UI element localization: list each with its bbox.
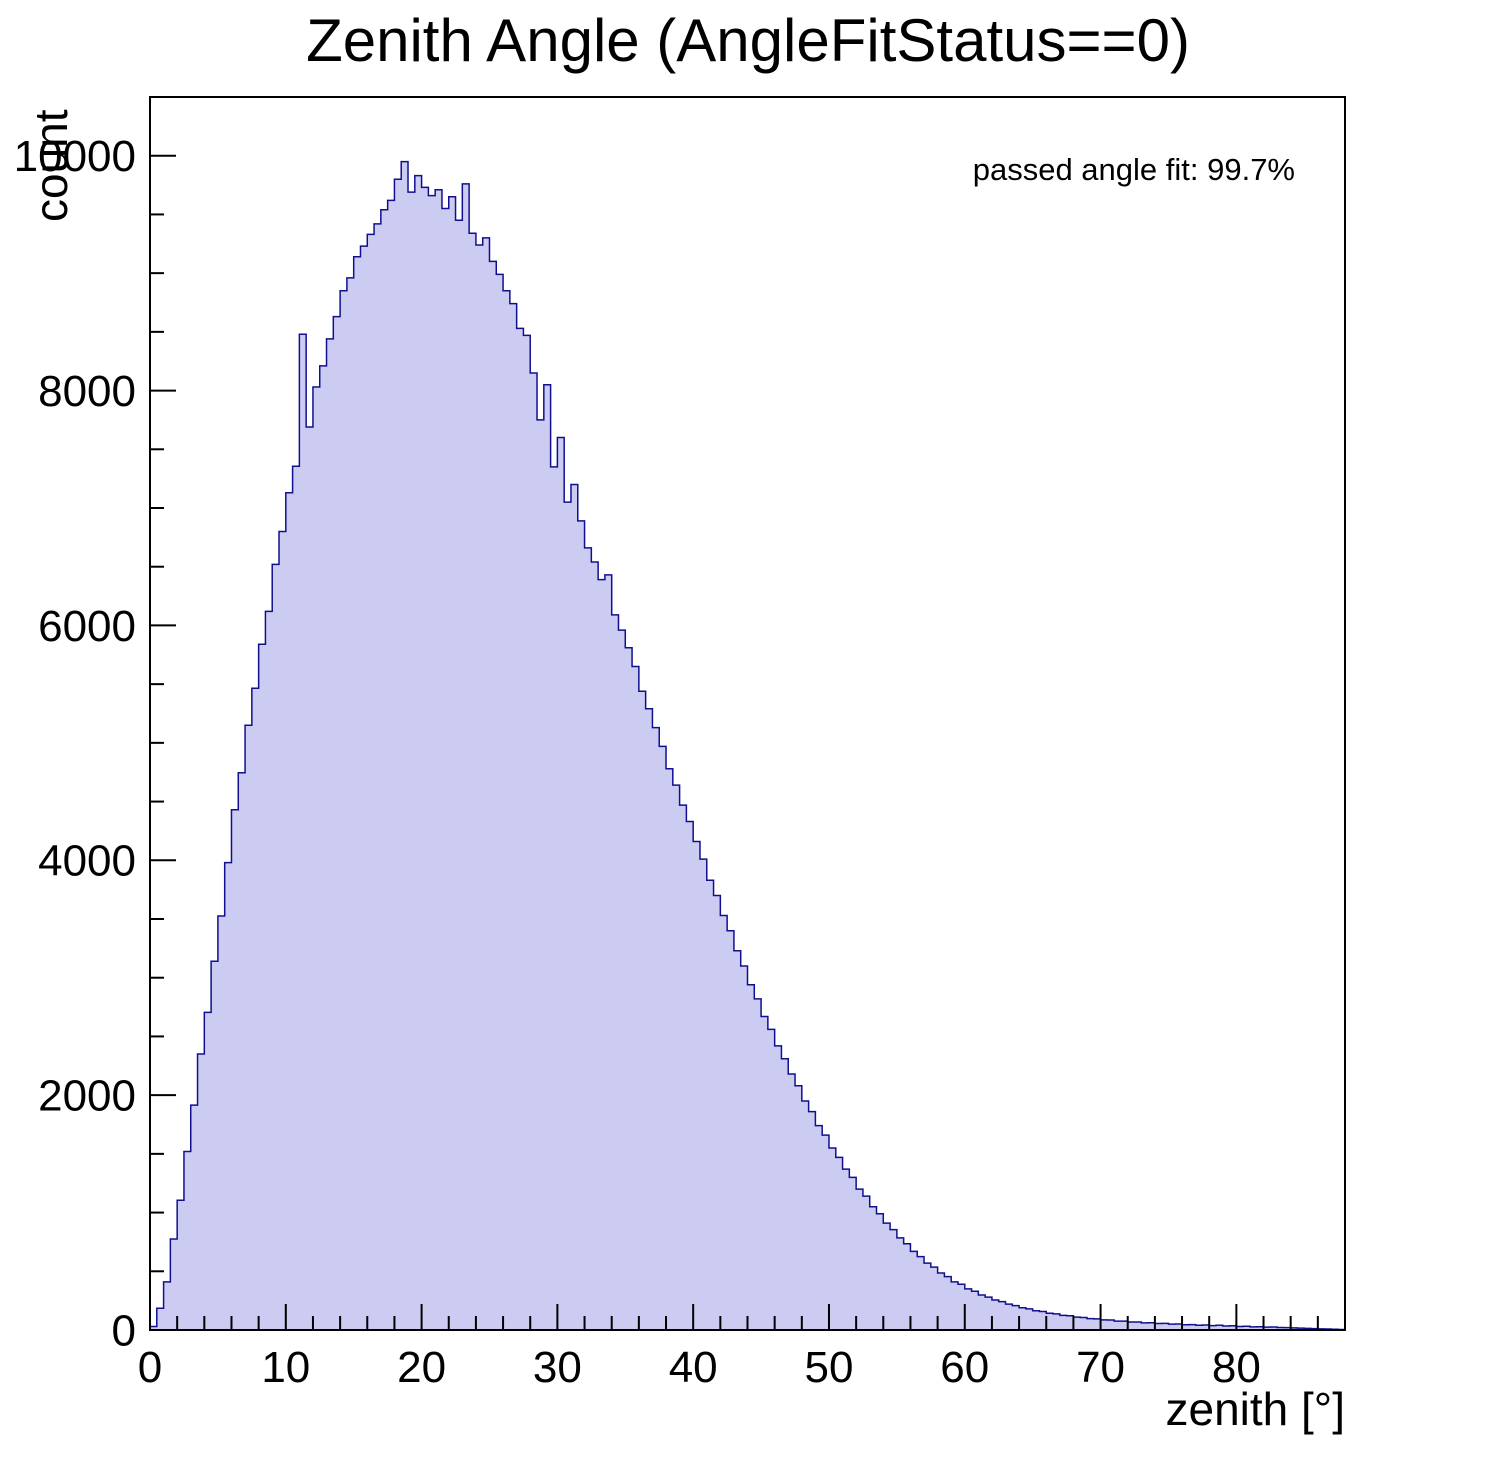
x-tick-label: 0 xyxy=(138,1343,162,1392)
x-tick-label: 30 xyxy=(533,1343,582,1392)
y-tick-label: 2000 xyxy=(38,1072,136,1121)
x-axis-label: zenith [°] xyxy=(1165,1383,1346,1435)
annotation-passed-angle-fit: passed angle fit: 99.7% xyxy=(972,152,1295,187)
x-tick-label: 80 xyxy=(1212,1343,1261,1392)
histogram-series xyxy=(149,160,1346,1331)
x-tick-label: 10 xyxy=(261,1343,310,1392)
x-tick-label: 70 xyxy=(1076,1343,1125,1392)
y-tick-label: 10000 xyxy=(14,132,136,181)
x-tick-label: 50 xyxy=(805,1343,854,1392)
y-tick-label: 8000 xyxy=(38,367,136,416)
x-tick-label: 20 xyxy=(397,1343,446,1392)
x-tick-label: 60 xyxy=(940,1343,989,1392)
y-tick-label: 0 xyxy=(112,1306,136,1355)
y-axis-label: count xyxy=(25,109,77,222)
y-tick-label: 4000 xyxy=(38,837,136,886)
y-tick-label: 6000 xyxy=(38,602,136,651)
chart-title: Zenith Angle (AngleFitStatus==0) xyxy=(306,7,1190,74)
x-tick-label: 40 xyxy=(669,1343,718,1392)
